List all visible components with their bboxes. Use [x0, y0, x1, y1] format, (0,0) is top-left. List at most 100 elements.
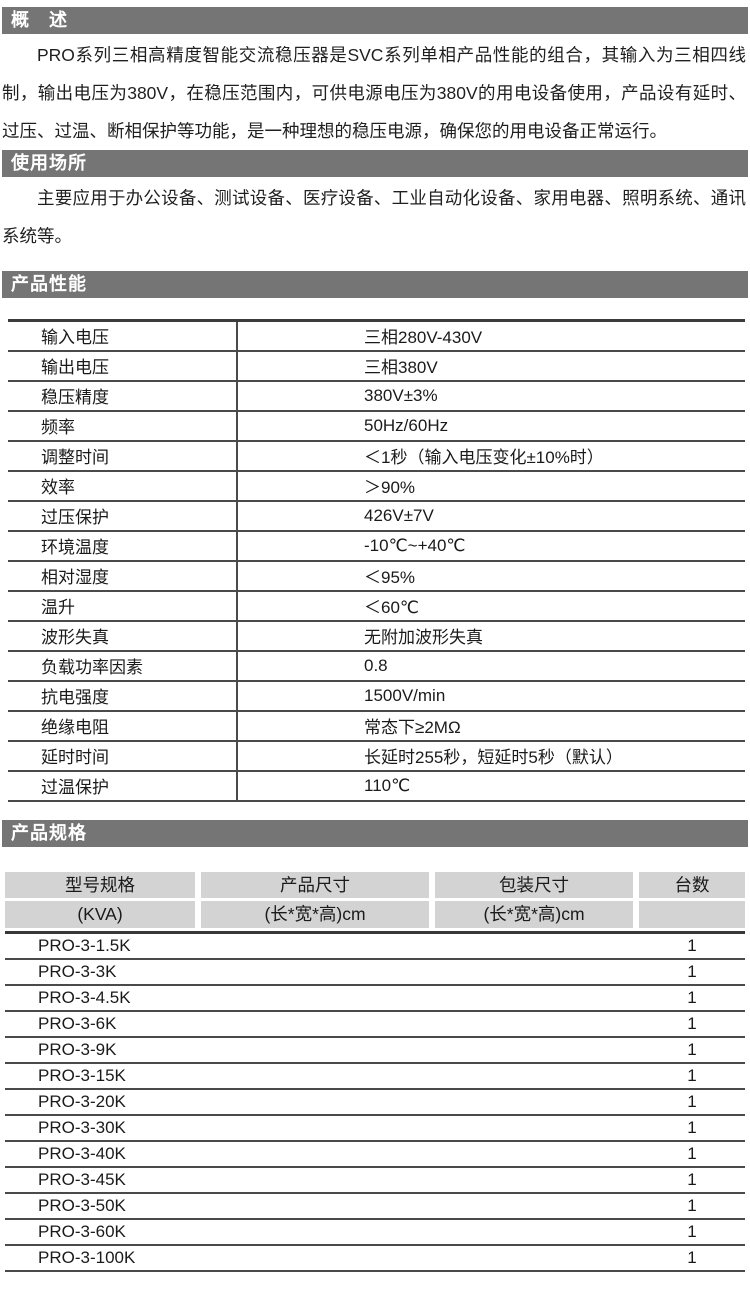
spec-col-qty-subtitle [639, 900, 745, 928]
spec-row: PRO-3-45K 1 [5, 1168, 745, 1194]
spec-row: PRO-3-3K 1 [5, 960, 745, 986]
spec-col-product-size-title: 产品尺寸 [201, 871, 429, 898]
spec-package-size [435, 1116, 639, 1140]
spec-qty: 1 [687, 987, 697, 1007]
performance-param-value: 常态下≥2MΩ [237, 710, 745, 742]
section-header-specs: 产品规格 [2, 819, 748, 847]
performance-param-value: 0.8 [237, 650, 745, 682]
performance-row: 抗电强度 1500V/min [8, 680, 745, 712]
section-header-performance: 产品性能 [2, 271, 748, 298]
spec-row: PRO-3-100K 1 [5, 1246, 745, 1272]
spec-package-size [435, 960, 639, 984]
performance-row: 输出电压 三相380V [8, 350, 745, 382]
spec-row: PRO-3-1.5K 1 [5, 934, 745, 960]
section-title-usage: 使用场所 [11, 153, 87, 173]
spec-model: PRO-3-1.5K [38, 935, 131, 955]
performance-param-value: 50Hz/60Hz [237, 410, 745, 442]
spec-table-body: PRO-3-1.5K 1 PRO-3-3K 1 PRO-3-4.5K 1 PRO-3-6K 1… [5, 930, 745, 1272]
spec-product-size [201, 1168, 435, 1192]
spec-col-package-size-subtitle: (长*宽*高)cm [435, 900, 633, 928]
spec-model: PRO-3-50K [38, 1195, 126, 1215]
spec-package-size [435, 1142, 639, 1166]
performance-row: 调整时间 ＜1秒（输入电压变化±10%时） [8, 440, 745, 472]
spec-product-size [201, 934, 435, 958]
performance-param-name: 频率 [8, 410, 238, 442]
spec-product-size [201, 1064, 435, 1088]
performance-param-name: 效率 [8, 470, 238, 502]
overview-paragraph: PRO系列三相高精度智能交流稳压器是SVC系列单相产品性能的组合，其输入为三相四… [2, 45, 746, 141]
performance-row: 负载功率因素 0.8 [8, 650, 745, 682]
spec-qty: 1 [687, 961, 697, 981]
performance-param-value: 三相280V-430V [237, 320, 745, 352]
performance-param-name: 抗电强度 [8, 680, 238, 712]
performance-param-value: 三相380V [237, 350, 745, 382]
spec-product-size [201, 1038, 435, 1062]
spec-row: PRO-3-60K 1 [5, 1220, 745, 1246]
section-title-performance: 产品性能 [11, 274, 87, 294]
spec-col-product-size-subtitle: (长*宽*高)cm [201, 900, 429, 928]
spec-model: PRO-3-9K [38, 1039, 117, 1059]
performance-param-name: 延时时间 [8, 740, 238, 772]
spec-product-size [201, 986, 435, 1010]
spec-qty: 1 [687, 1117, 697, 1137]
spec-row: PRO-3-6K 1 [5, 1012, 745, 1038]
performance-param-value: 380V±3% [237, 380, 745, 412]
performance-param-value: 无附加波形失真 [237, 620, 745, 652]
performance-param-name: 波形失真 [8, 620, 238, 652]
spec-product-size [201, 1220, 435, 1244]
performance-param-value: ＜60℃ [237, 590, 745, 622]
spec-product-size [201, 1194, 435, 1218]
performance-row: 过温保护 110℃ [8, 770, 745, 802]
performance-row: 温升 ＜60℃ [8, 590, 745, 622]
spec-col-model-title: 型号规格 [5, 871, 195, 898]
performance-param-value: ＞90% [237, 470, 745, 502]
spec-row: PRO-3-9K 1 [5, 1038, 745, 1064]
spec-model: PRO-3-60K [38, 1221, 126, 1241]
spec-qty: 1 [687, 1221, 697, 1241]
spec-model: PRO-3-40K [38, 1143, 126, 1163]
section-title-specs: 产品规格 [11, 822, 87, 843]
performance-param-name: 稳压精度 [8, 380, 238, 412]
spec-model: PRO-3-20K [38, 1091, 126, 1111]
spec-model: PRO-3-45K [38, 1169, 126, 1189]
performance-param-name: 调整时间 [8, 440, 238, 472]
performance-param-value: ＜95% [237, 560, 745, 592]
spec-model: PRO-3-4.5K [38, 987, 131, 1007]
spec-row: PRO-3-40K 1 [5, 1142, 745, 1168]
spec-qty: 1 [687, 1195, 697, 1215]
section-title-overview: 概 述 [11, 10, 68, 30]
performance-param-value: 426V±7V [237, 500, 745, 532]
performance-param-name: 过压保护 [8, 500, 238, 532]
spec-col-package-size-title: 包装尺寸 [435, 871, 633, 898]
spec-product-size [201, 960, 435, 984]
spec-package-size [435, 986, 639, 1010]
spec-model: PRO-3-15K [38, 1065, 126, 1085]
spec-package-size [435, 1090, 639, 1114]
performance-row: 波形失真 无附加波形失真 [8, 620, 745, 652]
spec-package-size [435, 1246, 639, 1270]
spec-model: PRO-3-30K [38, 1117, 126, 1137]
spec-product-size [201, 1142, 435, 1166]
section-header-usage: 使用场所 [2, 150, 748, 177]
spec-qty: 1 [687, 935, 697, 955]
performance-row: 输入电压 三相280V-430V [8, 320, 745, 352]
performance-param-name: 相对湿度 [8, 560, 238, 592]
spec-qty: 1 [687, 1065, 697, 1085]
spec-qty: 1 [687, 1143, 697, 1163]
performance-param-value: ＜1秒（输入电压变化±10%时） [237, 440, 745, 472]
performance-row: 环境温度 -10℃~+40℃ [8, 530, 745, 562]
spec-qty: 1 [687, 1169, 697, 1189]
performance-row: 效率 ＞90% [8, 470, 745, 502]
performance-row: 绝缘电阻 常态下≥2MΩ [8, 710, 745, 742]
spec-model: PRO-3-6K [38, 1013, 117, 1033]
spec-qty: 1 [687, 1013, 697, 1033]
performance-row: 频率 50Hz/60Hz [8, 410, 745, 442]
performance-row: 过压保护 426V±7V [8, 500, 745, 532]
performance-param-value: 长延时255秒，短延时5秒（默认） [237, 740, 745, 772]
spec-package-size [435, 1194, 639, 1218]
usage-paragraph: 主要应用于办公设备、测试设备、医疗设备、工业自动化设备、家用电器、照明系统、通讯… [2, 188, 746, 246]
spec-package-size [435, 934, 639, 958]
performance-param-value: 110℃ [237, 770, 745, 802]
spec-table-header: 型号规格 产品尺寸 包装尺寸 台数 (KVA) (长*宽*高)cm (长*宽*高… [5, 871, 745, 928]
